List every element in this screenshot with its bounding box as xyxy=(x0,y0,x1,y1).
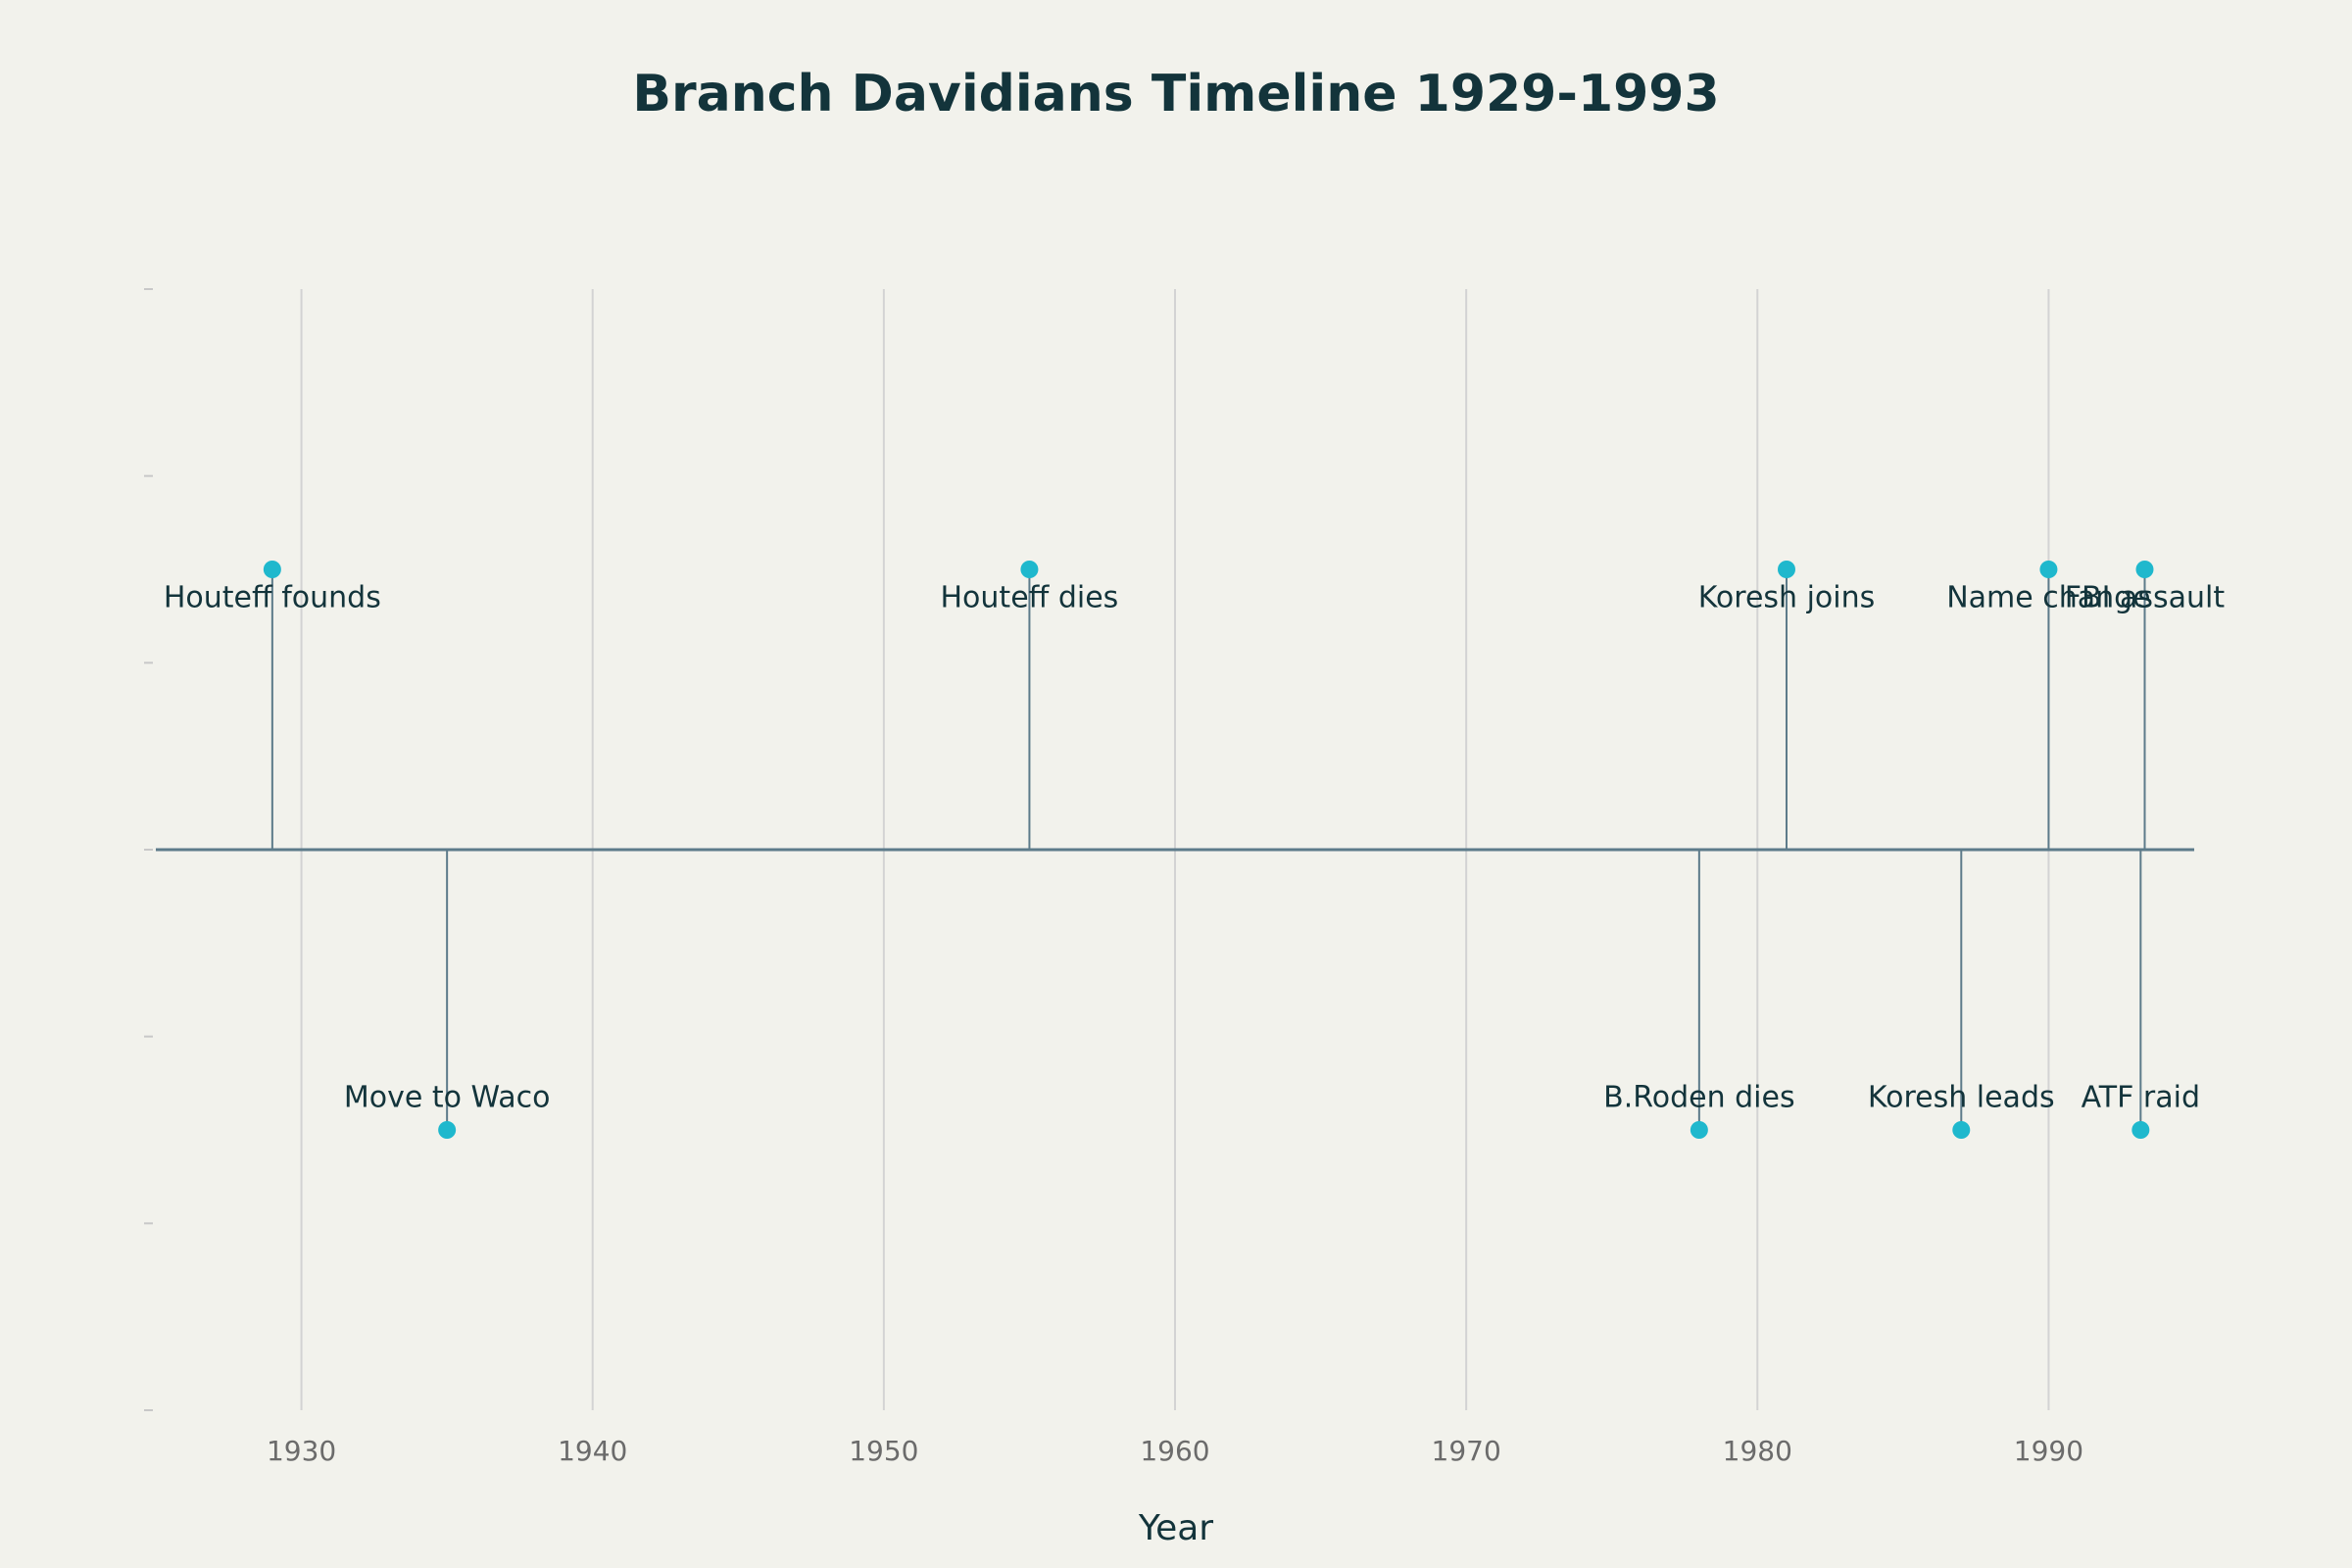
event-label: Koresh joins xyxy=(1698,581,1876,615)
event-label: B.Roden dies xyxy=(1603,1081,1794,1115)
event-marker xyxy=(1690,1121,1708,1139)
x-tick-label: 1950 xyxy=(849,1435,918,1467)
event-label: Houteff dies xyxy=(941,581,1119,615)
x-tick-label: 1990 xyxy=(2014,1435,2083,1467)
event-marker xyxy=(438,1121,457,1139)
event-marker xyxy=(1778,561,1795,578)
event-marker xyxy=(263,561,281,578)
event-label: Koresh leads xyxy=(1868,1081,2055,1115)
event-label: ATF raid xyxy=(2082,1081,2200,1115)
x-tick-label: 1940 xyxy=(558,1435,627,1467)
event-label: Houteff founds xyxy=(164,581,381,615)
chart-title: Branch Davidians Timeline 1929-1993 xyxy=(632,65,1719,123)
event-label: Name change xyxy=(1946,581,2150,615)
event-marker xyxy=(1952,1121,1971,1139)
x-tick-label: 1930 xyxy=(267,1435,336,1467)
x-tick-label: 1970 xyxy=(1432,1435,1501,1467)
event-marker xyxy=(2039,561,2058,578)
event-label: FBI assault xyxy=(2065,581,2226,615)
event-marker xyxy=(2132,1121,2150,1139)
event-marker xyxy=(1020,561,1039,578)
x-axis-title: Year xyxy=(1138,1508,1213,1548)
x-tick-label: 1960 xyxy=(1140,1435,1209,1467)
event-label: Move to Waco xyxy=(344,1081,551,1115)
event-marker xyxy=(2135,561,2154,578)
x-tick-label: 1980 xyxy=(1723,1435,1792,1467)
